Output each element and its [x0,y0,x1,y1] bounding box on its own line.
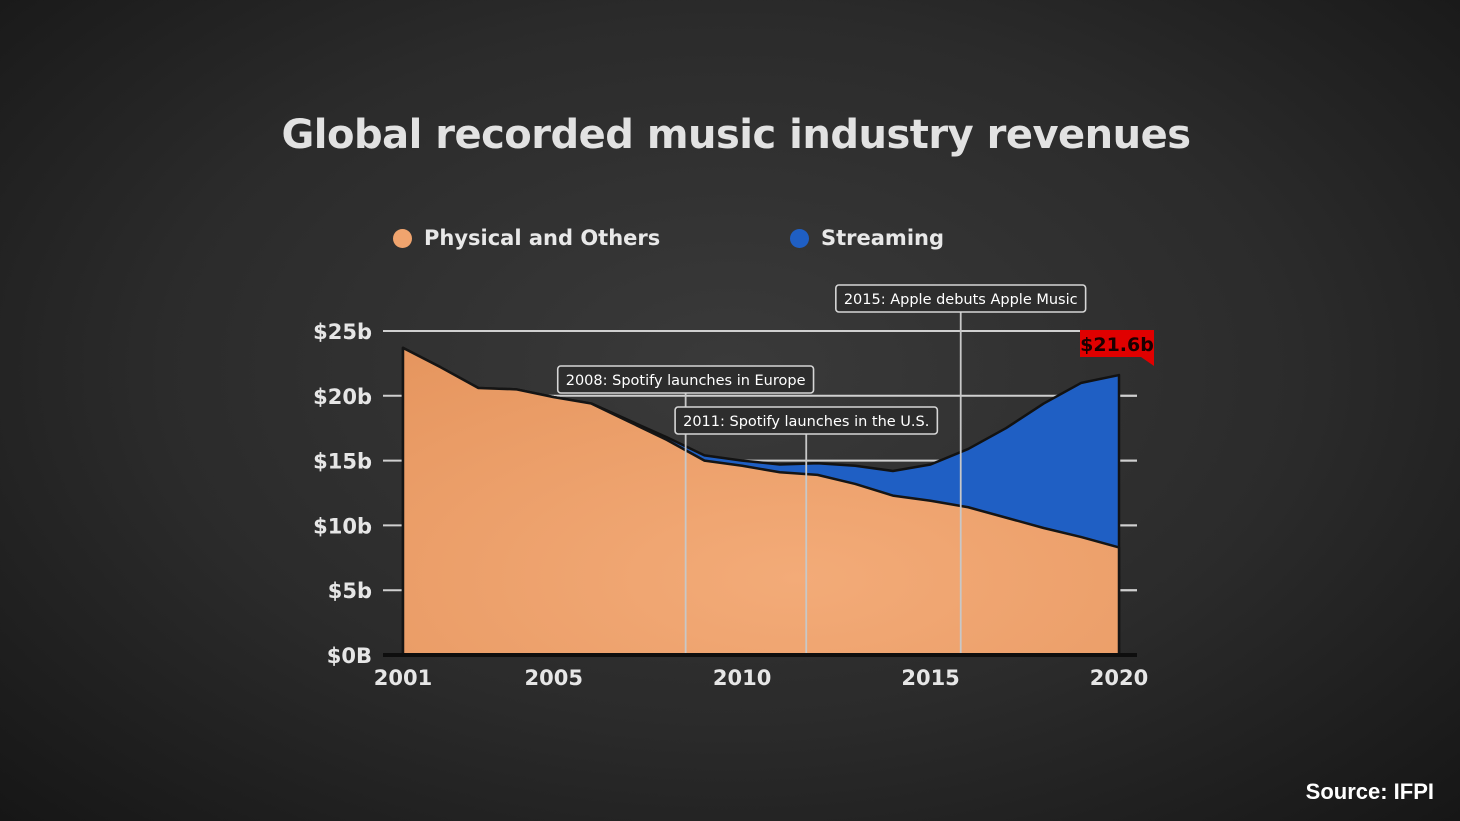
legend-item-physical: Physical and Others [393,226,660,250]
y-tick-label: $25b [313,320,372,344]
x-tick-label: 2015 [901,666,959,690]
x-tick-label: 2005 [525,666,583,690]
annotation-label: 2011: Spotify launches in the U.S. [683,414,929,430]
legend-swatch-streaming [790,228,809,248]
annotation-box [835,284,1087,313]
annotation-callout: 2015: Apple debuts Apple Music [835,284,1087,313]
total-value-pointer [1141,357,1154,366]
y-tick-label: $0B [327,644,372,668]
area-layer [401,346,1121,657]
x-tick-label: 2010 [713,666,771,690]
total-value-label: $21.6b [1080,334,1154,356]
y-tick-label: $15b [313,450,372,474]
legend-label-physical: Physical and Others [424,226,661,250]
annotation-layer: 2008: Spotify launches in Europe 2011: Sp… [556,284,1154,655]
chart-title: Global recorded music industry revenues [281,112,1191,158]
axis-layer: $0B $5b $10b $15b $20b $25b 2001 2005 2010 2015 20… [313,320,1148,690]
x-tick-label: 2020 [1090,666,1148,690]
annotation-box [674,406,939,435]
annotation-callout: 2008: Spotify launches in Europe [556,365,815,394]
legend-label-streaming: Streaming [821,226,944,250]
total-value-box [1080,330,1154,357]
annotation-label: 2008: Spotify launches in Europe [566,373,806,389]
legend-swatch-physical [393,228,412,248]
y-tick-label: $5b [328,579,372,603]
source-note: Source: IFPI [1305,779,1434,804]
annotation-box [556,365,815,394]
annotation-callout: 2011: Spotify launches in the U.S. [674,406,939,435]
y-tick-label: $10b [313,514,372,538]
physical-area [401,346,1121,657]
x-tick-label: 2001 [374,666,432,690]
legend-item-streaming: Streaming [790,226,944,250]
annotation-label: 2015: Apple debuts Apple Music [844,292,1078,308]
total-value-callout: $21.6b [1080,330,1154,366]
y-tick-label: $20b [313,385,372,409]
